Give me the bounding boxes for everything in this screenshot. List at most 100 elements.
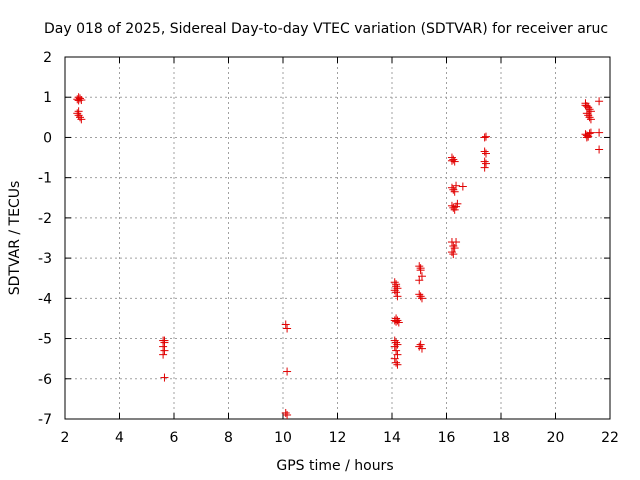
data-point: [392, 338, 401, 347]
data-point: [390, 354, 399, 363]
data-point: [480, 147, 489, 156]
data-point: [390, 342, 399, 351]
data-point: [480, 163, 489, 172]
data-point: [449, 242, 458, 251]
data-point: [447, 156, 456, 165]
grid: [65, 57, 610, 419]
data-point: [449, 250, 458, 259]
data-point: [482, 159, 491, 168]
x-tick-label: 10: [274, 430, 292, 446]
data-point: [283, 367, 292, 376]
data-point: [159, 350, 168, 359]
data-point: [586, 128, 595, 137]
data-point: [417, 344, 426, 353]
x-tick-label: 18: [492, 430, 510, 446]
data-point: [450, 244, 459, 253]
data-point: [283, 324, 292, 333]
data-point: [416, 264, 425, 273]
data-point: [393, 350, 402, 359]
x-tick-label: 4: [115, 430, 124, 446]
data-point: [482, 132, 491, 141]
data-point: [452, 238, 461, 247]
data-point: [75, 113, 84, 122]
data-point: [415, 276, 424, 285]
y-tick-label: -1: [38, 171, 52, 187]
x-tick-label: 14: [383, 430, 401, 446]
data-point: [75, 94, 84, 103]
data-points: [73, 93, 604, 419]
data-point: [415, 290, 424, 299]
x-tick-label: 6: [170, 430, 179, 446]
data-point: [453, 199, 462, 208]
data-point: [447, 248, 456, 257]
data-point: [77, 115, 86, 124]
data-point: [595, 97, 604, 106]
ticks: [64, 56, 611, 420]
data-point: [392, 346, 401, 355]
data-point: [585, 105, 594, 114]
data-point: [417, 272, 426, 281]
y-tick-label: 2: [43, 50, 52, 66]
y-tick-label: -7: [38, 412, 52, 428]
data-point: [283, 410, 292, 419]
x-tick-label: 8: [224, 430, 233, 446]
data-point: [392, 280, 401, 289]
data-point: [392, 358, 401, 367]
data-point: [452, 181, 461, 190]
x-tick-label: 12: [329, 430, 347, 446]
data-point: [281, 408, 290, 417]
data-point: [480, 133, 489, 142]
data-point: [390, 278, 399, 287]
data-point: [450, 205, 459, 214]
data-point: [393, 316, 402, 325]
y-axis-label: SDTVAR / TECUs: [7, 181, 23, 296]
data-point: [595, 145, 604, 154]
data-point: [586, 115, 595, 124]
data-point: [447, 201, 456, 210]
data-point: [584, 111, 593, 120]
y-tick-label: 0: [43, 130, 52, 146]
x-tick-label: 22: [601, 430, 619, 446]
data-point: [447, 183, 456, 192]
y-tick-label: -4: [38, 291, 52, 307]
y-tick-label: -3: [38, 251, 52, 267]
data-point: [159, 342, 168, 351]
data-point: [417, 294, 426, 303]
data-point: [392, 317, 401, 326]
y-tick-label: -5: [38, 332, 52, 348]
data-point: [450, 187, 459, 196]
x-tick-label: 2: [61, 430, 70, 446]
y-tick-label: 1: [43, 90, 52, 106]
data-point: [458, 182, 467, 191]
x-axis-label: GPS time / hours: [276, 458, 393, 474]
chart-title: Day 018 of 2025, Sidereal Day-to-day VTE…: [44, 21, 608, 37]
data-point: [416, 292, 425, 301]
data-point: [74, 107, 83, 116]
data-point: [393, 292, 402, 301]
y-tick-label: -2: [38, 211, 52, 227]
data-point: [595, 128, 604, 137]
y-tick-label: -6: [38, 372, 52, 388]
data-point: [585, 113, 594, 122]
data-point: [582, 109, 591, 118]
data-point: [416, 340, 425, 349]
data-point: [73, 109, 82, 118]
data-point: [449, 185, 458, 194]
data-point: [584, 103, 593, 112]
x-tick-labels: 2 4 6 8 10 12 14 16 18 20 22: [61, 430, 619, 446]
data-point: [584, 132, 593, 141]
data-point: [581, 99, 590, 108]
data-point: [74, 93, 83, 102]
data-point: [281, 320, 290, 329]
data-point: [160, 373, 169, 382]
data-point: [449, 155, 458, 164]
x-tick-label: 16: [438, 430, 456, 446]
data-point: [415, 262, 424, 271]
data-point: [482, 149, 491, 158]
data-point: [586, 107, 595, 116]
data-point: [392, 288, 401, 297]
data-point: [393, 360, 402, 369]
data-point: [390, 286, 399, 295]
data-point: [585, 129, 594, 138]
